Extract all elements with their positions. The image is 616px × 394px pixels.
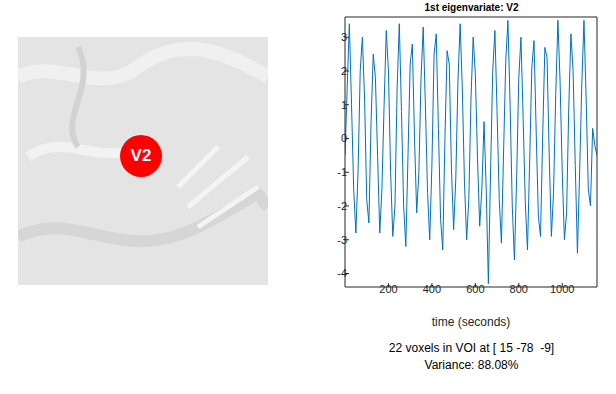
svg-text:400: 400 [423,283,441,295]
svg-text:-3: -3 [337,234,347,246]
html-text:1st eigenvariate: V2: 1st eigenvariate: V2 [424,2,519,13]
svg-text:-2: -2 [337,200,347,212]
svg-text:-4: -4 [337,267,347,279]
svg-text:1000: 1000 [550,283,574,295]
svg-text:-1: -1 [337,166,347,178]
html-text:Variance: 88.08%: Variance: 88.08% [424,358,519,372]
svg-text:1: 1 [341,99,347,111]
html-text:22 voxels in VOI at [ 15 -78 -: 22 voxels in VOI at [ 15 -78 -9] [388,341,555,355]
svg-text:2: 2 [341,65,347,77]
svg-text:800: 800 [510,283,528,295]
svg-text:time (seconds): time (seconds) [432,315,511,329]
html-text:V2: V2 [130,146,152,165]
svg-text:0: 0 [341,132,347,144]
svg-text:600: 600 [466,283,484,295]
svg-text:200: 200 [379,283,397,295]
svg-text:3: 3 [341,31,347,43]
